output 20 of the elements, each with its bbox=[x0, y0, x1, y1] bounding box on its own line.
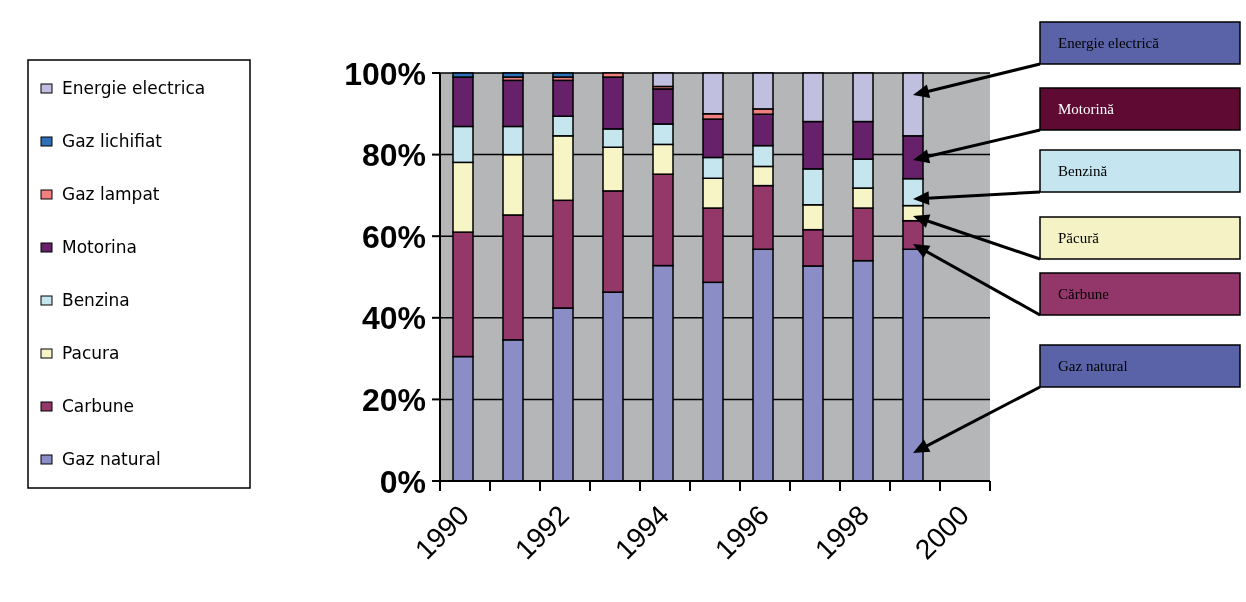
text: Păcură bbox=[1058, 230, 1100, 247]
y-tick-label: 40% bbox=[361, 300, 426, 337]
legend-label: Gaz lichifiat bbox=[62, 131, 163, 151]
legend-label: Carbune bbox=[62, 396, 135, 416]
legend-label: Gaz lampat bbox=[62, 184, 160, 204]
legend-label: Benzina bbox=[62, 290, 130, 310]
legend-label: Pacura bbox=[62, 343, 120, 363]
text: Cărbune bbox=[1058, 286, 1110, 303]
text: Gaz natural bbox=[1058, 358, 1128, 375]
y-tick-label: 80% bbox=[361, 137, 426, 174]
text: Motorină bbox=[1058, 101, 1115, 118]
y-tick-label: 60% bbox=[361, 218, 426, 255]
y-tick-label: 0% bbox=[379, 463, 426, 500]
y-tick-label: 20% bbox=[361, 381, 426, 418]
legend-label: Gaz natural bbox=[62, 449, 161, 469]
legend-label: Motorina bbox=[62, 237, 138, 257]
text: Benzină bbox=[1058, 163, 1108, 180]
legend-label: Energie electrica bbox=[62, 78, 206, 98]
y-tick-label: 100% bbox=[344, 55, 426, 92]
text: Energie electrică bbox=[1058, 35, 1160, 52]
